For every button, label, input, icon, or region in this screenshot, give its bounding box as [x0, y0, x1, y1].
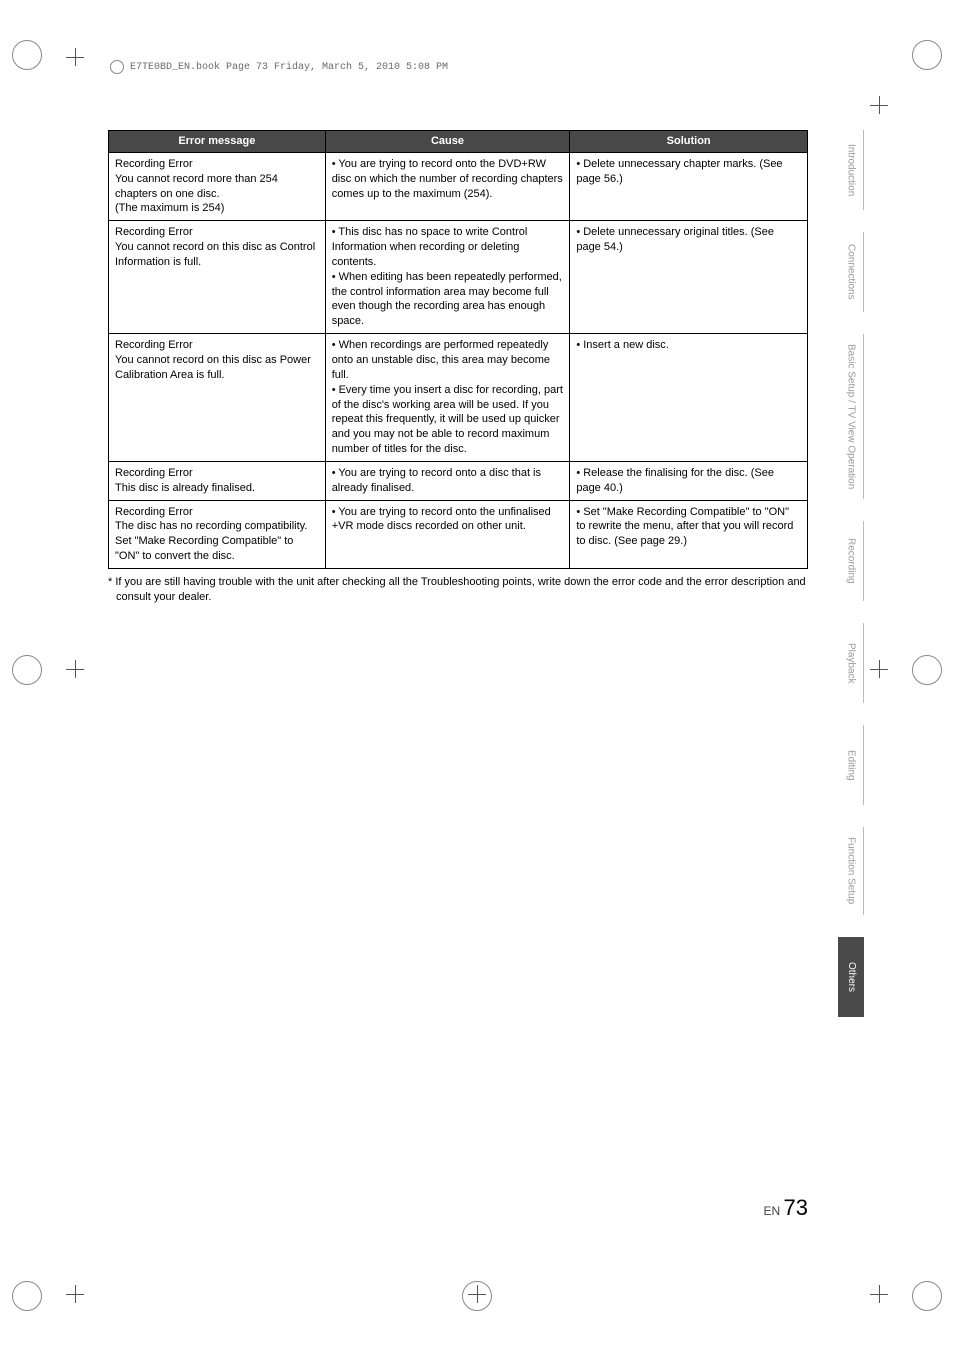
cause-line: • When recordings are performed repeated…: [332, 338, 564, 383]
cause-cell: • You are trying to record onto the unfi…: [325, 500, 570, 568]
solution-line: • Delete unnecessary original titles. (S…: [576, 225, 801, 255]
error-body-line: Set "Make Recording Compatible" to "ON" …: [115, 534, 319, 564]
side-tab-function-setup[interactable]: Function Setup: [838, 827, 864, 914]
cause-cell: • This disc has no space to write Contro…: [325, 221, 570, 334]
crop-mark-icon: [912, 655, 942, 685]
error-message-cell: Recording ErrorYou cannot record on this…: [109, 221, 326, 334]
side-tabs: Introduction Connections Basic Setup / TV …: [838, 130, 864, 1017]
cause-line: • You are trying to record onto the DVD+…: [332, 157, 564, 202]
cause-line: • You are trying to record onto the unfi…: [332, 505, 564, 535]
error-body-line: The disc has no recording compatibility.: [115, 519, 319, 534]
footer-page-number: 73: [784, 1195, 808, 1220]
book-icon: [110, 60, 124, 74]
cause-cell: • When recordings are performed repeated…: [325, 334, 570, 462]
error-body-line: You cannot record on this disc as Power …: [115, 353, 319, 383]
crop-mark-icon: [12, 1281, 42, 1311]
solution-cell: • Set "Make Recording Compatible" to "ON…: [570, 500, 808, 568]
crosshair-icon: [870, 96, 888, 114]
table-row: Recording ErrorYou cannot record on this…: [109, 334, 808, 462]
error-body-line: This disc is already finalised.: [115, 481, 319, 496]
crosshair-icon: [870, 660, 888, 678]
side-tab-basic-setup-tv-view-operation[interactable]: Basic Setup / TV View Operation: [838, 334, 864, 499]
solution-line: • Set "Make Recording Compatible" to "ON…: [576, 505, 801, 550]
side-tab-introduction[interactable]: Introduction: [838, 130, 864, 210]
side-tab-editing[interactable]: Editing: [838, 725, 864, 805]
solution-cell: • Delete unnecessary original titles. (S…: [570, 221, 808, 334]
crop-mark-icon: [912, 40, 942, 70]
col-header-cause: Cause: [325, 131, 570, 153]
page-footer: EN 73: [108, 1195, 808, 1221]
table-row: Recording ErrorYou cannot record on this…: [109, 221, 808, 334]
error-message-cell: Recording ErrorYou cannot record on this…: [109, 334, 326, 462]
crop-mark-icon: [12, 655, 42, 685]
solution-line: • Delete unnecessary chapter marks. (See…: [576, 157, 801, 187]
solution-cell: • Release the finalising for the disc. (…: [570, 461, 808, 500]
table-row: Recording ErrorThe disc has no recording…: [109, 500, 808, 568]
error-message-cell: Recording ErrorYou cannot record more th…: [109, 152, 326, 220]
error-table: Error message Cause Solution Recording E…: [108, 130, 808, 569]
error-message-cell: Recording ErrorThis disc is already fina…: [109, 461, 326, 500]
col-header-error: Error message: [109, 131, 326, 153]
crosshair-icon: [66, 660, 84, 678]
crosshair-icon: [66, 1285, 84, 1303]
crop-mark-icon: [12, 40, 42, 70]
side-tab-playback[interactable]: Playback: [838, 623, 864, 703]
error-title: Recording Error: [115, 225, 319, 240]
side-tab-recording[interactable]: Recording: [838, 521, 864, 601]
error-title: Recording Error: [115, 338, 319, 353]
solution-cell: • Delete unnecessary chapter marks. (See…: [570, 152, 808, 220]
error-message-cell: Recording ErrorThe disc has no recording…: [109, 500, 326, 568]
footer-lang: EN: [764, 1204, 781, 1218]
error-title: Recording Error: [115, 505, 319, 520]
side-tab-connections[interactable]: Connections: [838, 232, 864, 312]
error-title: Recording Error: [115, 157, 319, 172]
cause-line: • When editing has been repeatedly perfo…: [332, 270, 564, 329]
error-title: Recording Error: [115, 466, 319, 481]
cause-line: • Every time you insert a disc for recor…: [332, 383, 564, 457]
table-row: Recording ErrorYou cannot record more th…: [109, 152, 808, 220]
error-body-line: You cannot record more than 254 chapters…: [115, 172, 319, 202]
table-row: Recording ErrorThis disc is already fina…: [109, 461, 808, 500]
cause-cell: • You are trying to record onto a disc t…: [325, 461, 570, 500]
solution-cell: • Insert a new disc.: [570, 334, 808, 462]
col-header-solution: Solution: [570, 131, 808, 153]
cause-line: • You are trying to record onto a disc t…: [332, 466, 564, 496]
cause-cell: • You are trying to record onto the DVD+…: [325, 152, 570, 220]
running-header: E7TE0BD_EN.book Page 73 Friday, March 5,…: [110, 60, 448, 74]
page-content: Error message Cause Solution Recording E…: [108, 130, 808, 616]
crosshair-icon: [870, 1285, 888, 1303]
cause-line: • This disc has no space to write Contro…: [332, 225, 564, 270]
side-tab-others[interactable]: Others: [838, 937, 864, 1017]
crop-mark-icon: [912, 1281, 942, 1311]
error-body-line: You cannot record on this disc as Contro…: [115, 240, 319, 270]
solution-line: • Release the finalising for the disc. (…: [576, 466, 801, 496]
crosshair-icon: [66, 48, 84, 66]
footnote: * If you are still having trouble with t…: [108, 575, 808, 605]
error-body-line: (The maximum is 254): [115, 201, 319, 216]
solution-line: • Insert a new disc.: [576, 338, 801, 353]
crosshair-icon: [468, 1285, 486, 1303]
running-header-text: E7TE0BD_EN.book Page 73 Friday, March 5,…: [130, 62, 448, 73]
